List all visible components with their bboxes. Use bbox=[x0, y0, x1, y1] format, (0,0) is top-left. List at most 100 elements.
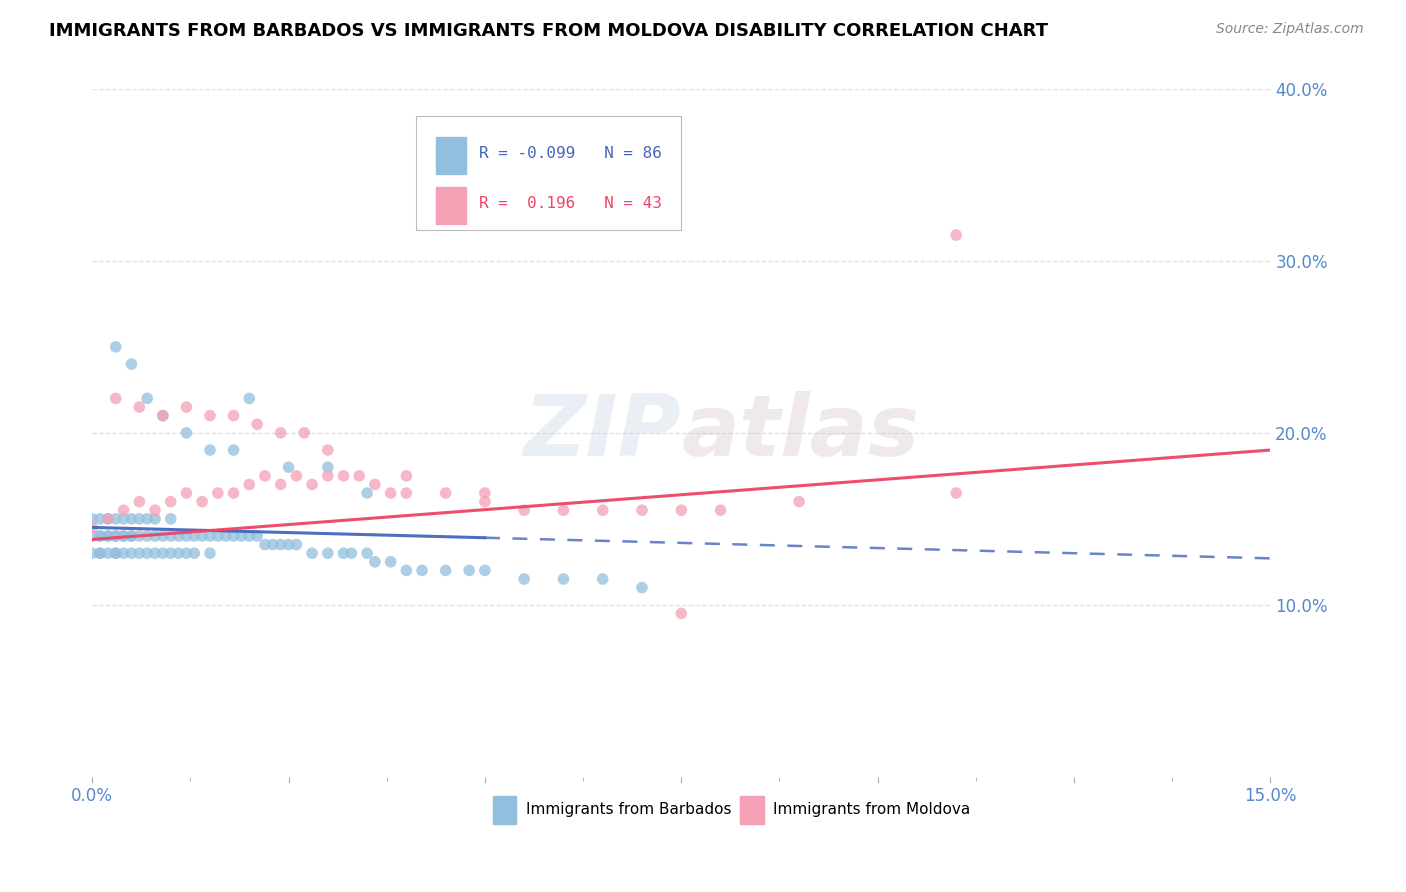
Point bbox=[631, 503, 654, 517]
Point bbox=[222, 443, 245, 458]
Point bbox=[222, 486, 245, 500]
Point bbox=[112, 512, 135, 526]
Point bbox=[253, 468, 276, 483]
Point bbox=[301, 546, 323, 560]
Point bbox=[136, 529, 159, 543]
Point bbox=[238, 392, 260, 406]
Point bbox=[553, 503, 575, 517]
Point bbox=[136, 512, 159, 526]
Point bbox=[231, 529, 253, 543]
Point bbox=[592, 503, 614, 517]
Point bbox=[176, 529, 198, 543]
Point bbox=[671, 503, 693, 517]
Point bbox=[198, 443, 221, 458]
Point bbox=[364, 477, 387, 491]
Point bbox=[120, 512, 142, 526]
Point bbox=[128, 494, 150, 508]
Point bbox=[89, 529, 111, 543]
Point bbox=[104, 546, 127, 560]
Text: atlas: atlas bbox=[682, 392, 920, 475]
Point bbox=[112, 529, 135, 543]
FancyBboxPatch shape bbox=[416, 117, 682, 230]
Point bbox=[183, 546, 205, 560]
Point bbox=[411, 563, 433, 577]
Point bbox=[97, 529, 120, 543]
Point bbox=[104, 529, 127, 543]
Point bbox=[945, 486, 967, 500]
Point bbox=[513, 572, 536, 586]
Point bbox=[82, 546, 104, 560]
Point bbox=[316, 460, 339, 475]
Point bbox=[97, 546, 120, 560]
Point bbox=[152, 529, 174, 543]
Point bbox=[262, 538, 284, 552]
Point bbox=[356, 546, 378, 560]
Point bbox=[238, 477, 260, 491]
Point bbox=[159, 529, 181, 543]
Point bbox=[128, 512, 150, 526]
Point bbox=[89, 546, 111, 560]
Point bbox=[340, 546, 363, 560]
Point bbox=[82, 512, 104, 526]
Point bbox=[238, 529, 260, 543]
Point bbox=[152, 409, 174, 423]
Point bbox=[458, 563, 481, 577]
Point bbox=[380, 486, 402, 500]
Point bbox=[128, 546, 150, 560]
Point bbox=[120, 529, 142, 543]
Point bbox=[128, 400, 150, 414]
Point bbox=[112, 503, 135, 517]
Point bbox=[104, 392, 127, 406]
Point bbox=[246, 417, 269, 432]
Point bbox=[120, 357, 142, 371]
Point bbox=[292, 425, 315, 440]
Point bbox=[159, 494, 181, 508]
Point bbox=[198, 529, 221, 543]
Point bbox=[143, 546, 166, 560]
Point bbox=[277, 538, 299, 552]
Point bbox=[513, 503, 536, 517]
Point bbox=[136, 392, 159, 406]
Text: Immigrants from Moldova: Immigrants from Moldova bbox=[773, 802, 970, 817]
Point bbox=[222, 409, 245, 423]
Point bbox=[82, 520, 104, 534]
Point bbox=[89, 529, 111, 543]
Point bbox=[285, 468, 308, 483]
Point bbox=[143, 512, 166, 526]
Point bbox=[787, 494, 810, 508]
Point bbox=[104, 529, 127, 543]
Point bbox=[207, 486, 229, 500]
Point bbox=[246, 529, 269, 543]
Point bbox=[207, 529, 229, 543]
Point bbox=[356, 486, 378, 500]
Point bbox=[176, 425, 198, 440]
Point bbox=[474, 494, 496, 508]
Point bbox=[395, 486, 418, 500]
Point bbox=[176, 546, 198, 560]
Text: R = -0.099   N = 86: R = -0.099 N = 86 bbox=[478, 146, 661, 161]
Bar bbox=[740, 796, 763, 823]
Bar bbox=[436, 186, 465, 225]
Point bbox=[380, 555, 402, 569]
Point bbox=[167, 529, 190, 543]
Point bbox=[152, 409, 174, 423]
Point bbox=[474, 486, 496, 500]
Point bbox=[631, 581, 654, 595]
Point bbox=[671, 607, 693, 621]
Point bbox=[89, 546, 111, 560]
Point bbox=[112, 546, 135, 560]
Point bbox=[97, 512, 120, 526]
Point bbox=[222, 529, 245, 543]
Point bbox=[191, 529, 214, 543]
Point bbox=[395, 563, 418, 577]
Point bbox=[198, 409, 221, 423]
Point bbox=[474, 563, 496, 577]
Point bbox=[167, 546, 190, 560]
Text: Source: ZipAtlas.com: Source: ZipAtlas.com bbox=[1216, 22, 1364, 37]
Point bbox=[253, 538, 276, 552]
Point bbox=[143, 503, 166, 517]
Point bbox=[82, 529, 104, 543]
Point bbox=[104, 340, 127, 354]
Text: IMMIGRANTS FROM BARBADOS VS IMMIGRANTS FROM MOLDOVA DISABILITY CORRELATION CHART: IMMIGRANTS FROM BARBADOS VS IMMIGRANTS F… bbox=[49, 22, 1049, 40]
Point bbox=[136, 546, 159, 560]
